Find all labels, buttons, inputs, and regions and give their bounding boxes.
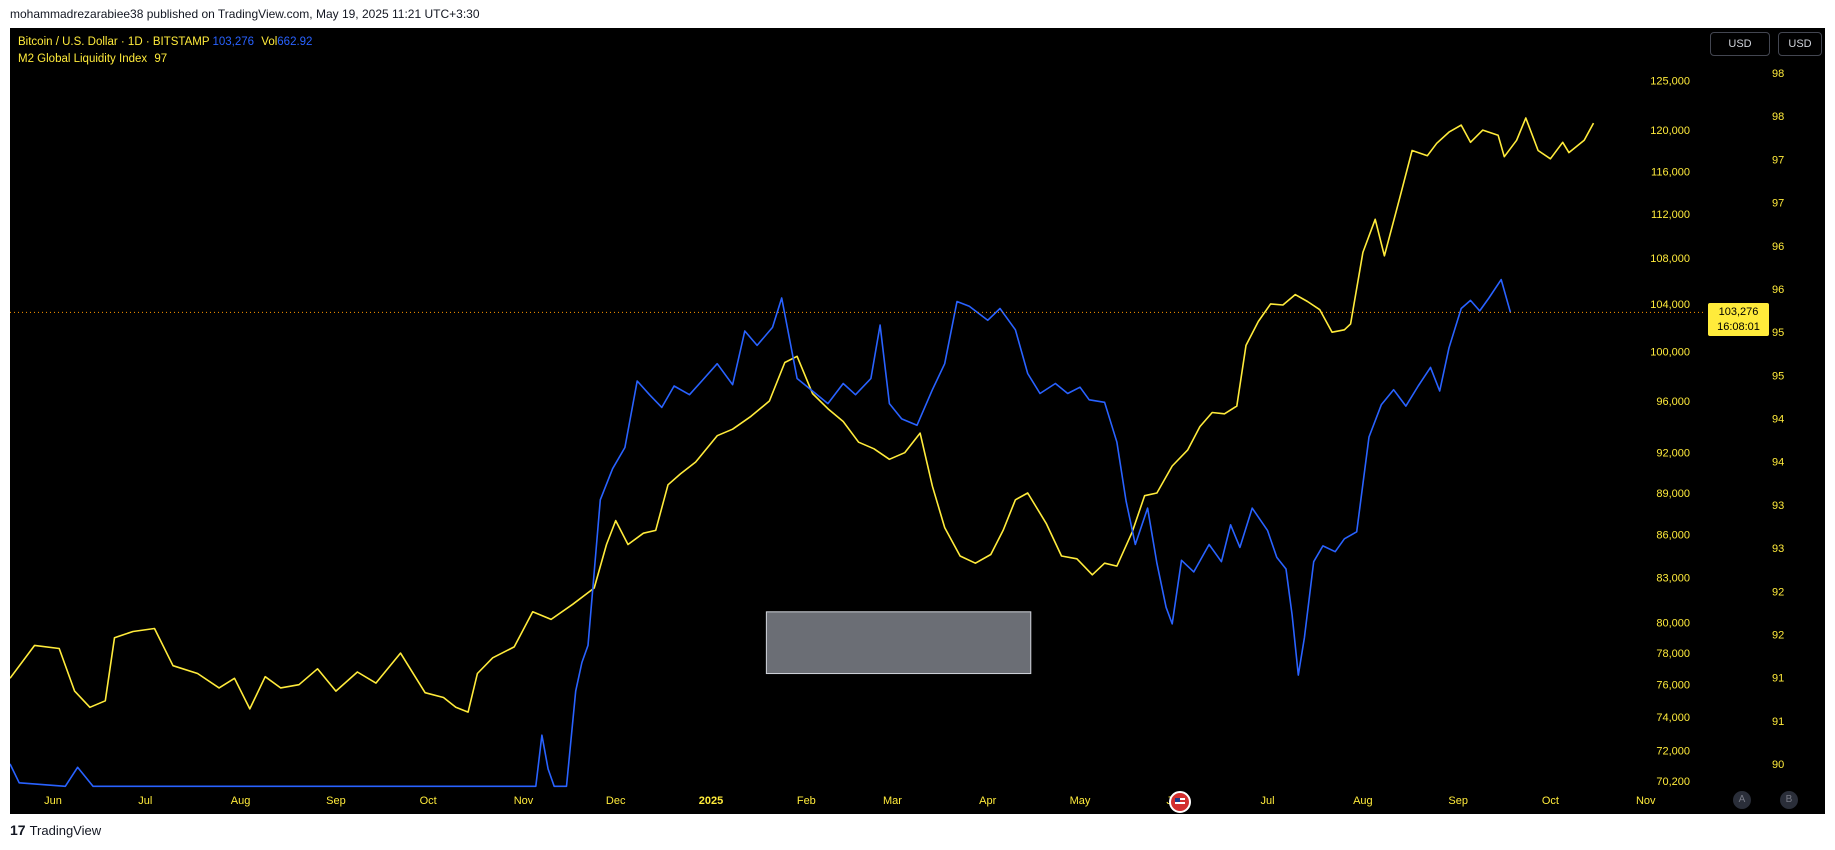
m2-indicator-label[interactable]: M2 Global Liquidity Index (18, 53, 148, 65)
x-tick-label: Feb (797, 795, 816, 807)
y-tick-label: 83,000 (1656, 573, 1690, 585)
x-tick-label: Aug (1353, 795, 1373, 807)
y-tick-label: 92,000 (1656, 448, 1690, 460)
us-flag-icon[interactable] (1169, 791, 1191, 813)
x-tick-label: Nov (1636, 795, 1656, 807)
x-tick-label: Oct (420, 795, 437, 807)
x-tick-label: Sep (1448, 795, 1468, 807)
y2-tick-label: 90 (1772, 759, 1784, 771)
last-price-value: 103,276 (1718, 306, 1759, 318)
y-tick-label: 80,000 (1656, 617, 1690, 629)
y-tick-label: 116,000 (1651, 166, 1690, 178)
y-tick-label: 125,000 (1650, 76, 1690, 88)
x-tick-label: Dec (606, 795, 626, 807)
y-tick-label: 72,000 (1656, 745, 1690, 757)
y2-tick-label: 98 (1772, 111, 1784, 123)
x-tick-label: Nov (514, 795, 534, 807)
x-tick-label: Jul (1261, 795, 1275, 807)
y-tick-label: 112,000 (1651, 209, 1690, 221)
y2-tick-label: 97 (1772, 198, 1784, 210)
y-tick-label: 76,000 (1656, 680, 1690, 692)
price-chart[interactable]: 125,000 120,000 116,000 112,000 108,000 104,0… (10, 28, 1825, 814)
x-tick-label: Apr (979, 795, 996, 807)
y-tick-label: 104,000 (1650, 299, 1690, 311)
y2-tick-label: 95 (1772, 370, 1784, 382)
y-tick-label: 89,000 (1656, 488, 1690, 500)
y2-tick-label: 92 (1772, 586, 1784, 598)
y-tick-label: 78,000 (1656, 648, 1690, 660)
highlight-box[interactable] (765, 611, 1032, 675)
x-tick-label: 2025 (699, 795, 723, 807)
publish-info: mohammadrezarabiee38 published on Tradin… (10, 7, 480, 21)
footer-brand-text: TradingView (29, 823, 102, 838)
y-tick-label: 96,000 (1656, 396, 1690, 408)
chart-legend: Bitcoin / U.S. Dollar · 1D · BITSTAMP 10… (18, 34, 312, 68)
y2-tick-label: 91 (1772, 716, 1784, 728)
y2-tick-label: 96 (1772, 284, 1784, 296)
y-tick-label: 86,000 (1656, 530, 1690, 542)
btc-symbol-label[interactable]: Bitcoin / U.S. Dollar · 1D · BITSTAMP (18, 36, 210, 48)
y2-tick-label: 91 (1772, 673, 1784, 685)
btc-last-value: 103,276 (212, 36, 255, 48)
m2-indicator-value: 97 (154, 53, 168, 65)
x-tick-label: May (1070, 795, 1091, 807)
tradingview-logo-icon: 17 (10, 822, 26, 838)
volume-label: Vol (261, 36, 278, 48)
x-tick-label: Mar (883, 795, 902, 807)
y2-tick-label: 96 (1772, 241, 1784, 253)
y-tick-label: 100,000 (1650, 346, 1690, 358)
volume-value: 662.92 (277, 36, 313, 48)
y2-tick-label: 93 (1772, 500, 1784, 512)
currency-button-right[interactable]: USD (1778, 32, 1822, 56)
x-tick-label: Aug (231, 795, 251, 807)
y2-tick-label: 93 (1772, 543, 1784, 555)
auto-scale-button[interactable]: A (1733, 791, 1751, 809)
y2-tick-label: 92 (1772, 629, 1784, 641)
x-tick-label: Jun (44, 795, 62, 807)
currency-button-left[interactable]: USD (1710, 32, 1770, 56)
log-scale-button[interactable]: B (1780, 791, 1798, 809)
series-line-2[interactable] (10, 278, 1512, 788)
y-tick-label: 108,000 (1650, 253, 1690, 265)
y-tick-label: 74,000 (1656, 712, 1690, 724)
x-tick-label: Sep (326, 795, 346, 807)
bar-countdown: 16:08:01 (1717, 321, 1760, 333)
y2-tick-label: 94 (1772, 414, 1784, 426)
y-tick-label: 70,200 (1656, 776, 1690, 788)
x-tick-label: Oct (1542, 795, 1559, 807)
last-price-tag: 103,276 16:08:01 (1708, 303, 1769, 336)
y2-tick-label: 94 (1772, 457, 1784, 469)
y2-tick-label: 95 (1772, 327, 1784, 339)
y-tick-label: 120,000 (1650, 125, 1690, 137)
series-line-1[interactable] (10, 117, 1595, 713)
y2-tick-label: 97 (1772, 154, 1784, 166)
footer-branding[interactable]: 17 TradingView (10, 822, 101, 838)
x-tick-label: Jul (138, 795, 152, 807)
chart-panel[interactable]: 125,000 120,000 116,000 112,000 108,000 104,0… (10, 28, 1825, 814)
y2-tick-label: 98 (1772, 68, 1784, 80)
